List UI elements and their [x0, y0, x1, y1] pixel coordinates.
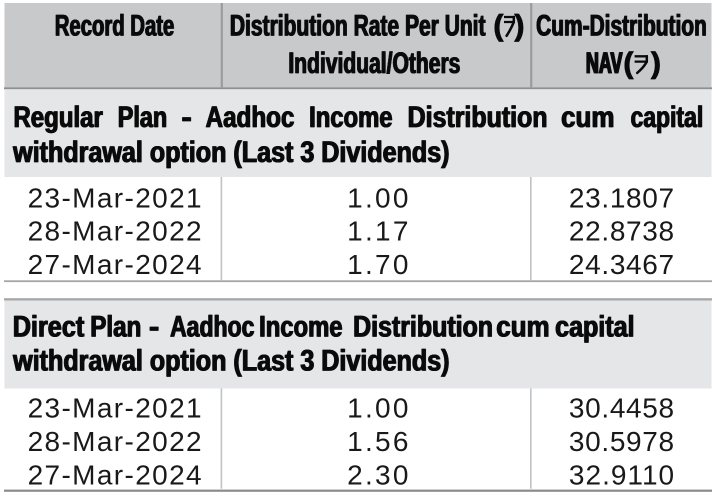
svg-text:(: (	[493, 11, 503, 43]
svg-text:capital: capital	[631, 102, 704, 134]
svg-text:Aadhoc: Aadhoc	[205, 102, 294, 134]
svg-text:cum: cum	[561, 102, 614, 134]
svg-text:27-Mar-2024: 27-Mar-2024	[28, 249, 202, 280]
svg-text:Plan: Plan	[118, 102, 167, 134]
svg-text:): )	[515, 11, 525, 43]
svg-text:-: -	[182, 102, 192, 134]
svg-text:NAV: NAV	[585, 48, 622, 80]
svg-text:1.00: 1.00	[347, 182, 408, 213]
svg-text:32.9110: 32.9110	[569, 460, 674, 491]
svg-text:Distribution: Distribution	[353, 312, 493, 344]
svg-text:30.5978: 30.5978	[569, 426, 674, 457]
svg-text:28-Mar-2022: 28-Mar-2022	[28, 426, 202, 457]
svg-text:Cum-Distribution: Cum-Distribution	[537, 11, 708, 43]
svg-text:): )	[514, 11, 524, 43]
svg-text:Distribution Rate Per Unit: Distribution Rate Per Unit	[230, 11, 486, 43]
svg-text:23.1807: 23.1807	[569, 182, 674, 213]
svg-text:Regular: Regular	[14, 102, 103, 134]
svg-text:27-Mar-2024: 27-Mar-2024	[28, 460, 202, 491]
svg-text:Plan: Plan	[91, 312, 142, 344]
svg-text:Income: Income	[260, 312, 343, 344]
svg-text:Distribution Rate Per Unit: Distribution Rate Per Unit	[230, 11, 486, 43]
svg-text:Cum-Distribution: Cum-Distribution	[536, 11, 707, 43]
svg-text:Income: Income	[259, 312, 342, 344]
svg-text:Aadhoc: Aadhoc	[170, 312, 254, 344]
svg-text:Distribution: Distribution	[408, 102, 548, 134]
svg-text:capital: capital	[555, 312, 634, 344]
svg-text:-: -	[149, 312, 159, 344]
svg-text:Individual/Others: Individual/Others	[288, 48, 460, 80]
svg-text:Plan: Plan	[90, 312, 141, 344]
svg-text:(: (	[494, 11, 504, 43]
svg-text:Individual/Others: Individual/Others	[289, 48, 461, 80]
svg-text:withdrawal option (Last 3 Divi: withdrawal option (Last 3 Dividends)	[12, 345, 449, 377]
svg-text:Distribution: Distribution	[354, 312, 494, 344]
svg-text:24.3467: 24.3467	[569, 249, 674, 280]
svg-text:-: -	[181, 102, 191, 134]
svg-text:): )	[651, 48, 661, 80]
svg-text:Aadhoc: Aadhoc	[170, 312, 254, 344]
svg-text:1.17: 1.17	[347, 216, 408, 247]
svg-text:1.00: 1.00	[347, 392, 408, 423]
svg-text:30.4458: 30.4458	[569, 392, 674, 423]
svg-text:(: (	[623, 48, 633, 80]
svg-text:Income: Income	[310, 102, 393, 134]
svg-text:Direct: Direct	[13, 312, 85, 344]
svg-text:Regular: Regular	[13, 102, 102, 134]
svg-text:withdrawal option (Last 3 Divi: withdrawal option (Last 3 Dividends)	[12, 137, 449, 169]
svg-text:(: (	[624, 48, 634, 80]
svg-text:capital: capital	[556, 312, 635, 344]
svg-text:-: -	[149, 312, 159, 344]
svg-text:2.30: 2.30	[347, 460, 408, 491]
svg-text:1.56: 1.56	[347, 426, 408, 457]
svg-text:Direct: Direct	[12, 312, 84, 344]
svg-text:Record Date: Record Date	[54, 11, 174, 43]
svg-text:23-Mar-2021: 23-Mar-2021	[28, 182, 202, 213]
svg-text:withdrawal option (Last 3 Divi: withdrawal option (Last 3 Dividends)	[13, 137, 450, 169]
svg-text:Aadhoc: Aadhoc	[206, 102, 295, 134]
svg-text:Plan: Plan	[117, 102, 166, 134]
svg-text:23-Mar-2021: 23-Mar-2021	[28, 392, 202, 423]
svg-text:Record Date: Record Date	[55, 11, 175, 43]
svg-text:1.70: 1.70	[347, 249, 408, 280]
svg-text:22.8738: 22.8738	[569, 216, 674, 247]
svg-text:withdrawal option (Last 3 Divi: withdrawal option (Last 3 Dividends)	[13, 345, 450, 377]
svg-text:cum: cum	[496, 312, 549, 344]
svg-text:Distribution: Distribution	[407, 102, 547, 134]
svg-text:): )	[651, 48, 661, 80]
svg-text:28-Mar-2022: 28-Mar-2022	[28, 216, 202, 247]
svg-text:capital: capital	[630, 102, 703, 134]
svg-text:cum: cum	[561, 102, 614, 134]
svg-text:cum: cum	[497, 312, 550, 344]
svg-text:NAV: NAV	[586, 48, 623, 80]
svg-text:Income: Income	[309, 102, 392, 134]
